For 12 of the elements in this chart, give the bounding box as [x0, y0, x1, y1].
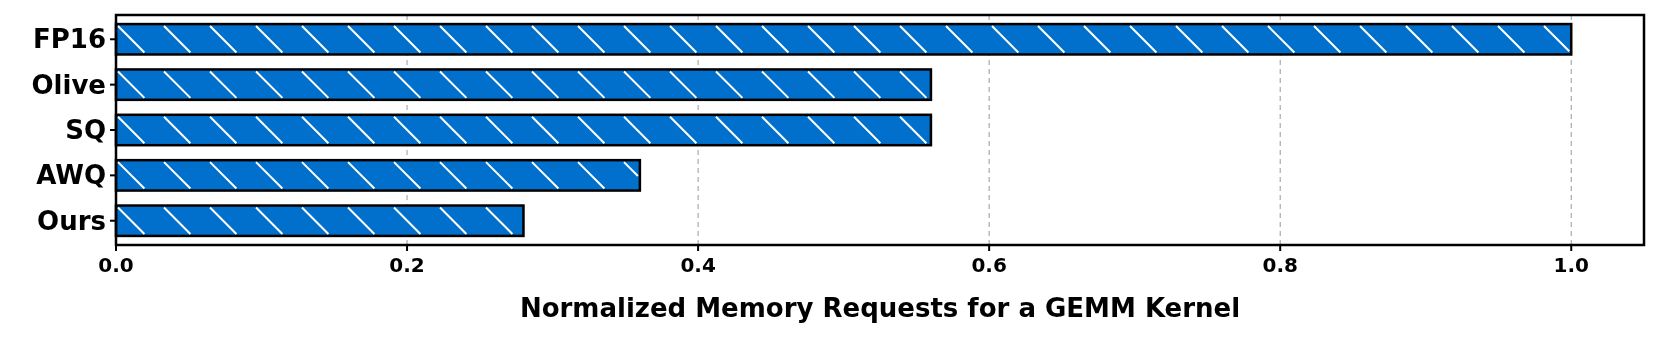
x-tick-label: 0.2 [389, 253, 425, 277]
y-tick-label: Olive [31, 69, 106, 100]
x-tick-label: 0.8 [1262, 253, 1298, 277]
y-tick-label: SQ [65, 115, 106, 146]
y-tick-label: Ours [37, 205, 106, 236]
x-tick-label: 0.6 [971, 253, 1007, 277]
x-tick-label: 0.4 [680, 253, 716, 277]
y-tick-label: AWQ [36, 160, 106, 191]
x-axis-title: Normalized Memory Requests for a GEMM Kernel [519, 293, 1241, 323]
x-tick-label: 1.0 [1553, 253, 1589, 277]
x-tick-label: 0.0 [98, 253, 134, 277]
y-tick-label: FP16 [33, 24, 106, 55]
